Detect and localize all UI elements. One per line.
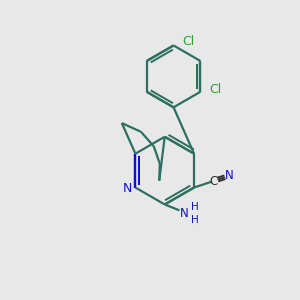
Text: N: N [122,182,132,195]
Text: H: H [191,202,199,212]
Text: N: N [179,207,188,220]
Text: C: C [209,175,217,188]
Text: Cl: Cl [209,83,222,96]
Text: H: H [191,215,199,225]
Text: Cl: Cl [183,35,195,48]
Text: N: N [224,169,233,182]
